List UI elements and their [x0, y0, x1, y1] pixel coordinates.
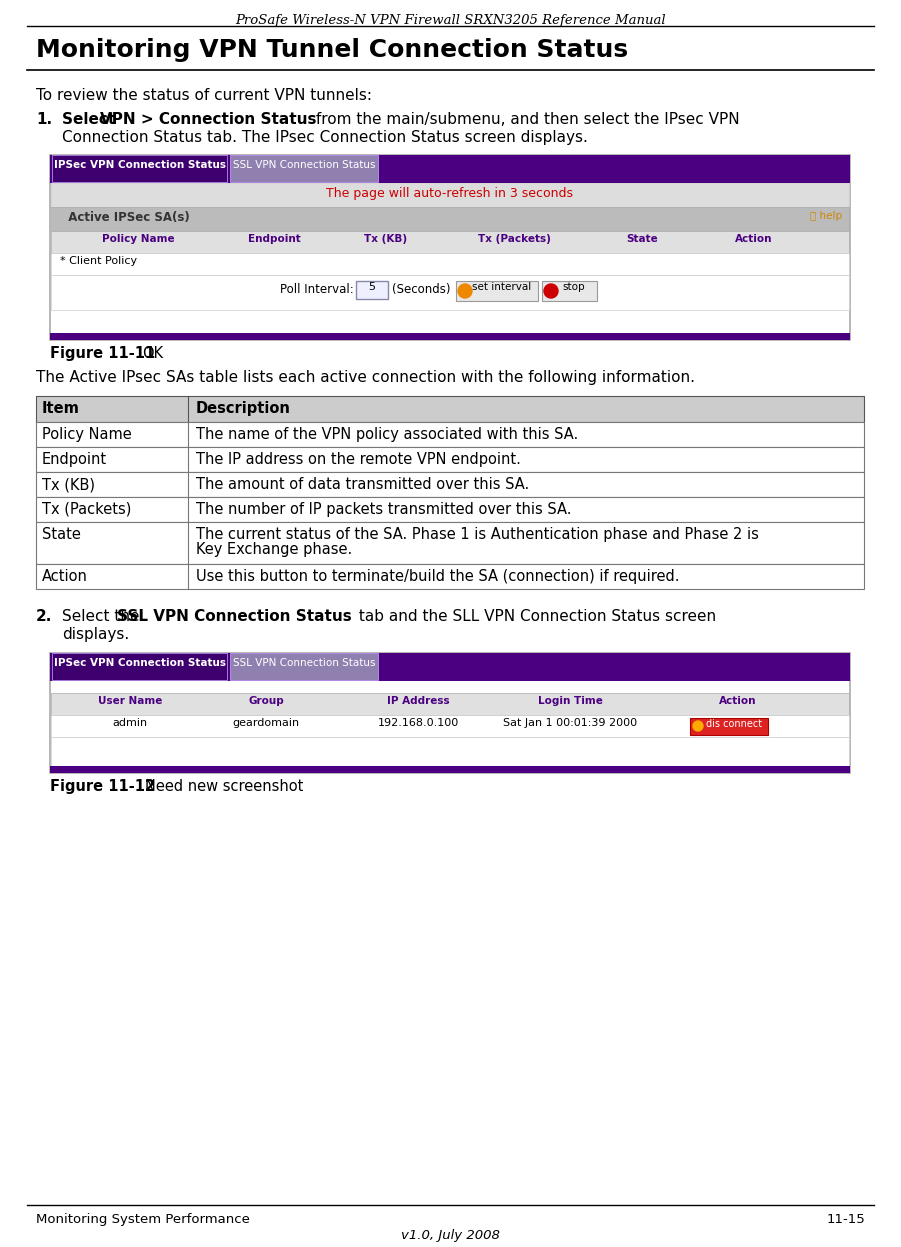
Bar	[50, 766, 850, 773]
Text: IPSec VPN Connection Status: IPSec VPN Connection Status	[53, 160, 225, 170]
Text: v1.0, July 2008: v1.0, July 2008	[401, 1230, 500, 1242]
Circle shape	[458, 284, 472, 298]
Text: Group: Group	[248, 696, 284, 706]
Text: Action: Action	[719, 696, 757, 706]
Bar	[51, 183, 849, 207]
Text: Description: Description	[196, 402, 291, 416]
Text: Connection Status tab. The IPsec Connection Status screen displays.: Connection Status tab. The IPsec Connect…	[62, 130, 587, 145]
Text: Figure 11-12: Figure 11-12	[50, 779, 155, 794]
Bar	[50, 155, 850, 340]
Bar	[50, 155, 850, 183]
Text: stop: stop	[563, 282, 586, 292]
Bar	[36, 446, 864, 473]
Text: Endpoint: Endpoint	[42, 451, 107, 466]
Bar	[230, 653, 378, 680]
Bar	[36, 421, 864, 446]
Bar	[51, 737, 849, 766]
Bar	[36, 473, 864, 498]
Text: 1.: 1.	[36, 112, 52, 127]
Text: To review the status of current VPN tunnels:: To review the status of current VPN tunn…	[36, 89, 372, 104]
Text: ProSafe Wireless-N VPN Firewall SRXN3205 Reference Manual: ProSafe Wireless-N VPN Firewall SRXN3205…	[235, 14, 666, 27]
Bar	[51, 681, 849, 693]
Text: Use this button to terminate/build the SA (connection) if required.: Use this button to terminate/build the S…	[196, 569, 679, 584]
Text: from the main/submenu, and then select the IPsec VPN: from the main/submenu, and then select t…	[311, 112, 740, 127]
Text: Item: Item	[42, 402, 80, 416]
Text: State: State	[626, 234, 658, 244]
Text: Tx (KB): Tx (KB)	[364, 234, 407, 244]
Text: The number of IP packets transmitted over this SA.: The number of IP packets transmitted ove…	[196, 503, 571, 518]
Circle shape	[693, 721, 703, 731]
Text: (Seconds): (Seconds)	[392, 283, 450, 296]
Text: 5: 5	[369, 282, 376, 292]
Text: Tx (Packets): Tx (Packets)	[478, 234, 551, 244]
Bar	[51, 715, 849, 737]
Text: Figure 11-11: Figure 11-11	[50, 345, 155, 360]
Text: 192.168.0.100: 192.168.0.100	[378, 718, 459, 728]
Text: The name of the VPN policy associated with this SA.: The name of the VPN policy associated wi…	[196, 426, 578, 441]
Bar	[36, 498, 864, 522]
Text: Monitoring System Performance: Monitoring System Performance	[36, 1213, 250, 1226]
Text: Policy Name: Policy Name	[102, 234, 174, 244]
Text: IPSec VPN Connection Status: IPSec VPN Connection Status	[53, 658, 225, 668]
Text: Key Exchange phase.: Key Exchange phase.	[196, 542, 352, 557]
Text: SSL VPN Connection Status: SSL VPN Connection Status	[117, 609, 351, 624]
Bar	[51, 207, 849, 231]
Bar	[230, 155, 378, 182]
Text: SSL VPN Connection Status: SSL VPN Connection Status	[232, 658, 375, 668]
Bar	[50, 653, 850, 773]
Text: Policy Name: Policy Name	[42, 426, 132, 441]
Bar	[50, 333, 850, 340]
Bar	[50, 653, 850, 681]
Bar	[36, 522, 864, 564]
Text: The page will auto-refresh in 3 seconds: The page will auto-refresh in 3 seconds	[326, 187, 574, 200]
Text: displays.: displays.	[62, 627, 129, 642]
Text: Tx (Packets): Tx (Packets)	[42, 503, 132, 518]
Text: VPN > Connection Status: VPN > Connection Status	[100, 112, 316, 127]
Bar	[51, 231, 849, 253]
Text: Poll Interval:: Poll Interval:	[280, 283, 354, 296]
Bar	[36, 564, 864, 589]
Circle shape	[544, 284, 558, 298]
Text: tab and the SLL VPN Connection Status screen: tab and the SLL VPN Connection Status sc…	[354, 609, 716, 624]
Text: 2.: 2.	[36, 609, 52, 624]
Bar	[51, 276, 849, 311]
Bar	[356, 281, 388, 299]
Text: Sat Jan 1 00:01:39 2000: Sat Jan 1 00:01:39 2000	[503, 718, 637, 728]
Bar	[52, 653, 227, 680]
Text: State: State	[42, 527, 81, 542]
Text: * Client Policy: * Client Policy	[60, 256, 137, 266]
Text: Action: Action	[735, 234, 773, 244]
Text: dis connect: dis connect	[706, 720, 762, 729]
Text: Select: Select	[62, 112, 121, 127]
Text: The IP address on the remote VPN endpoint.: The IP address on the remote VPN endpoin…	[196, 451, 521, 466]
Bar	[51, 693, 849, 715]
Text: The Active IPsec SAs table lists each active connection with the following infor: The Active IPsec SAs table lists each ac…	[36, 370, 695, 385]
Text: Login Time: Login Time	[538, 696, 603, 706]
Text: OK: OK	[142, 345, 163, 360]
Text: Need new screenshot: Need new screenshot	[145, 779, 304, 794]
Text: ⓗ help: ⓗ help	[810, 211, 842, 221]
Text: Select the: Select the	[62, 609, 144, 624]
Text: User Name: User Name	[98, 696, 162, 706]
Text: Action: Action	[42, 569, 88, 584]
Text: The current status of the SA. Phase 1 is Authentication phase and Phase 2 is: The current status of the SA. Phase 1 is…	[196, 527, 759, 542]
Text: set interval: set interval	[472, 282, 532, 292]
Text: admin: admin	[113, 718, 148, 728]
Bar	[36, 397, 864, 421]
Text: Active IPSec SA(s): Active IPSec SA(s)	[60, 211, 190, 224]
Bar	[542, 281, 597, 301]
Text: Tx (KB): Tx (KB)	[42, 478, 95, 493]
Bar	[456, 281, 538, 301]
Text: Endpoint: Endpoint	[248, 234, 300, 244]
Text: IP Address: IP Address	[387, 696, 450, 706]
Text: SSL VPN Connection Status: SSL VPN Connection Status	[232, 160, 375, 170]
Bar	[52, 155, 227, 182]
Text: The amount of data transmitted over this SA.: The amount of data transmitted over this…	[196, 478, 529, 493]
Text: Monitoring VPN Tunnel Connection Status: Monitoring VPN Tunnel Connection Status	[36, 37, 628, 62]
Text: 11-15: 11-15	[826, 1213, 865, 1226]
Text: geardomain: geardomain	[232, 718, 299, 728]
Bar	[51, 253, 849, 276]
Bar	[690, 718, 768, 734]
